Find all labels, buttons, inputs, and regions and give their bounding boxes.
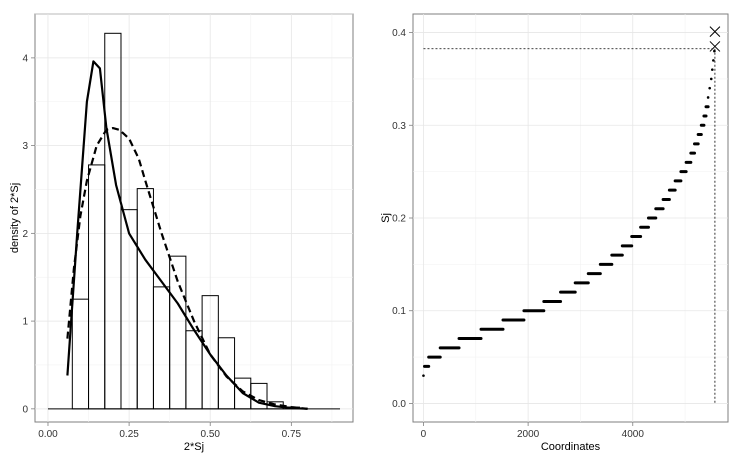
plot-panel xyxy=(34,13,354,423)
sorted-sj-scatter-plot: 0 2000 4000 0.0 0.1 0.2 0.3 0.4 Coordinates Sj xyxy=(380,13,729,453)
dashed-density-curve xyxy=(66,127,308,410)
x-tick-label: 2000 xyxy=(517,429,540,440)
histogram-bar xyxy=(217,337,236,410)
data-point xyxy=(712,59,715,62)
y-tick-label: 0.4 xyxy=(392,28,406,39)
y-tick-label: 4 xyxy=(22,53,28,64)
highlight-x-marker xyxy=(709,26,721,37)
y-tick-label: 0.3 xyxy=(392,121,406,132)
x-tick-label: 4000 xyxy=(622,429,645,440)
x-tick-label: 0.50 xyxy=(200,429,220,440)
y-tick-label: 0.0 xyxy=(392,399,406,410)
highlight-x-marker xyxy=(709,41,721,52)
y-tick-label: 3 xyxy=(22,141,28,152)
data-point xyxy=(713,49,716,53)
data-point xyxy=(706,96,710,99)
y-tick-label: 1 xyxy=(22,317,28,328)
y-tick-label: 0.1 xyxy=(392,306,406,317)
y-axis-title: density of 2*Sj xyxy=(9,183,21,253)
y-tick-label: 0.2 xyxy=(392,214,406,225)
y-axis-title: Sj xyxy=(380,213,392,223)
solid-density-curve xyxy=(66,60,308,410)
data-point xyxy=(708,86,711,90)
x-tick-label: 0 xyxy=(421,429,427,440)
data-point xyxy=(711,68,714,71)
x-axis-title: Coordinates xyxy=(541,441,601,453)
x-tick-label: 0.25 xyxy=(119,429,139,440)
x-tick-label: 0.75 xyxy=(282,429,302,440)
data-point xyxy=(709,77,713,81)
x-axis-title: 2*Sj xyxy=(184,441,204,453)
data-point xyxy=(422,374,425,377)
x-tick-label: 0.00 xyxy=(38,429,58,440)
histogram-density-plot: 0.00 0.25 0.50 0.75 0 1 2 3 4 2*Sj density of 2*Sj xyxy=(9,13,354,453)
y-tick-label: 2 xyxy=(22,229,28,240)
y-tick-label: 0 xyxy=(22,404,28,415)
